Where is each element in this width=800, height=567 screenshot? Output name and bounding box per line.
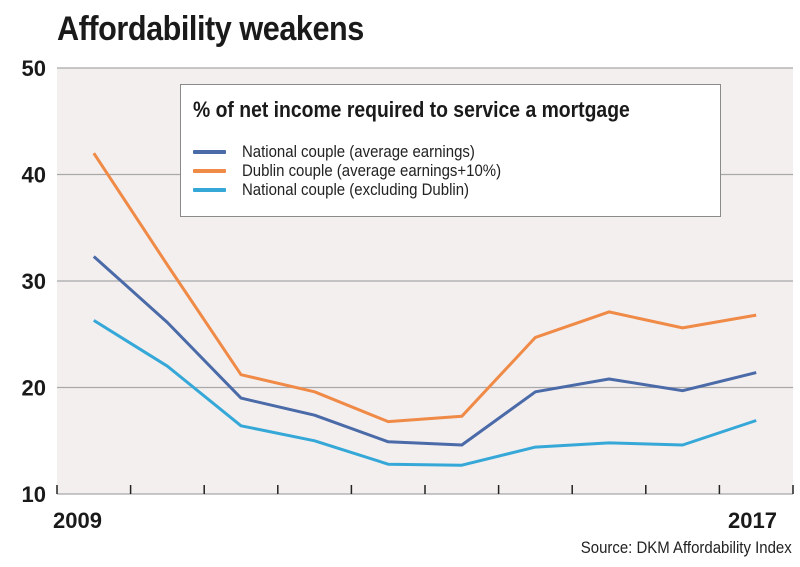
series-lines [92,152,757,467]
x-label-start: 2009 [53,508,102,533]
legend-title: % of net income required to service a mo… [193,97,630,122]
legend-swatch-national [193,150,226,154]
series-line-national [92,255,757,447]
legend-label-dublin: Dublin couple (average earnings+10%) [242,161,502,180]
y-tick-label-40: 40 [22,163,46,188]
y-axis-ticks: 10 20 30 40 50 [22,56,46,507]
x-axis [56,485,794,495]
chart-title: Affordability weakens [57,10,364,48]
legend-label-national-ex-dublin: National couple (excluding Dublin) [242,180,470,199]
source-note: Source: DKM Affordability Index [581,538,792,557]
legend-item-national-ex-dublin: National couple (excluding Dublin) [193,180,500,199]
legend-label-national: National couple (average earnings) [242,142,475,161]
legend-item-dublin: Dublin couple (average earnings+10%) [193,161,536,180]
legend-swatch-national-ex-dublin [193,188,226,192]
legend: % of net income required to service a mo… [180,84,721,217]
legend-swatch-dublin [193,169,226,173]
y-tick-label-50: 50 [22,56,46,81]
y-tick-label-30: 30 [22,269,46,294]
y-tick-label-20: 20 [22,376,46,401]
x-label-end: 2017 [728,508,777,533]
legend-item-national: National couple (average earnings) [193,142,507,161]
series-line-national-ex-dublin [93,319,757,467]
series-line-dublin [92,152,757,424]
y-tick-label-10: 10 [22,482,46,507]
